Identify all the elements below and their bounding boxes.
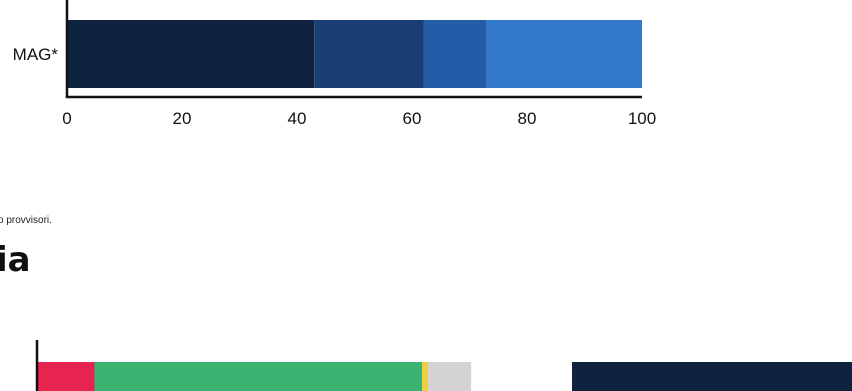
bar-segment-3 [422,362,428,391]
bar-segment-1 [67,20,315,88]
bar-segment-3 [423,20,487,88]
section-heading: ia [0,240,31,280]
x-tick-label: 0 [62,109,71,128]
bar-segment-2 [314,20,424,88]
bar-segment-4 [486,20,642,88]
bar-segment-2 [94,362,423,391]
x-tick-label: 20 [173,109,192,128]
x-tick-label: 40 [288,109,307,128]
x-tick-label: 100 [628,109,656,128]
right-bar-block [572,362,852,391]
x-tick-label: 80 [518,109,537,128]
stacked-bar-chart-bottom [35,340,852,391]
category-label: MAG* [13,45,59,64]
bar-segment-1 [37,362,95,391]
footnote: o provvisori. [0,215,52,226]
x-tick-label: 60 [403,109,422,128]
bar-segment-4 [428,362,472,391]
stacked-bar-chart-top: MAG* 0 20 40 60 80 100 [13,0,656,128]
